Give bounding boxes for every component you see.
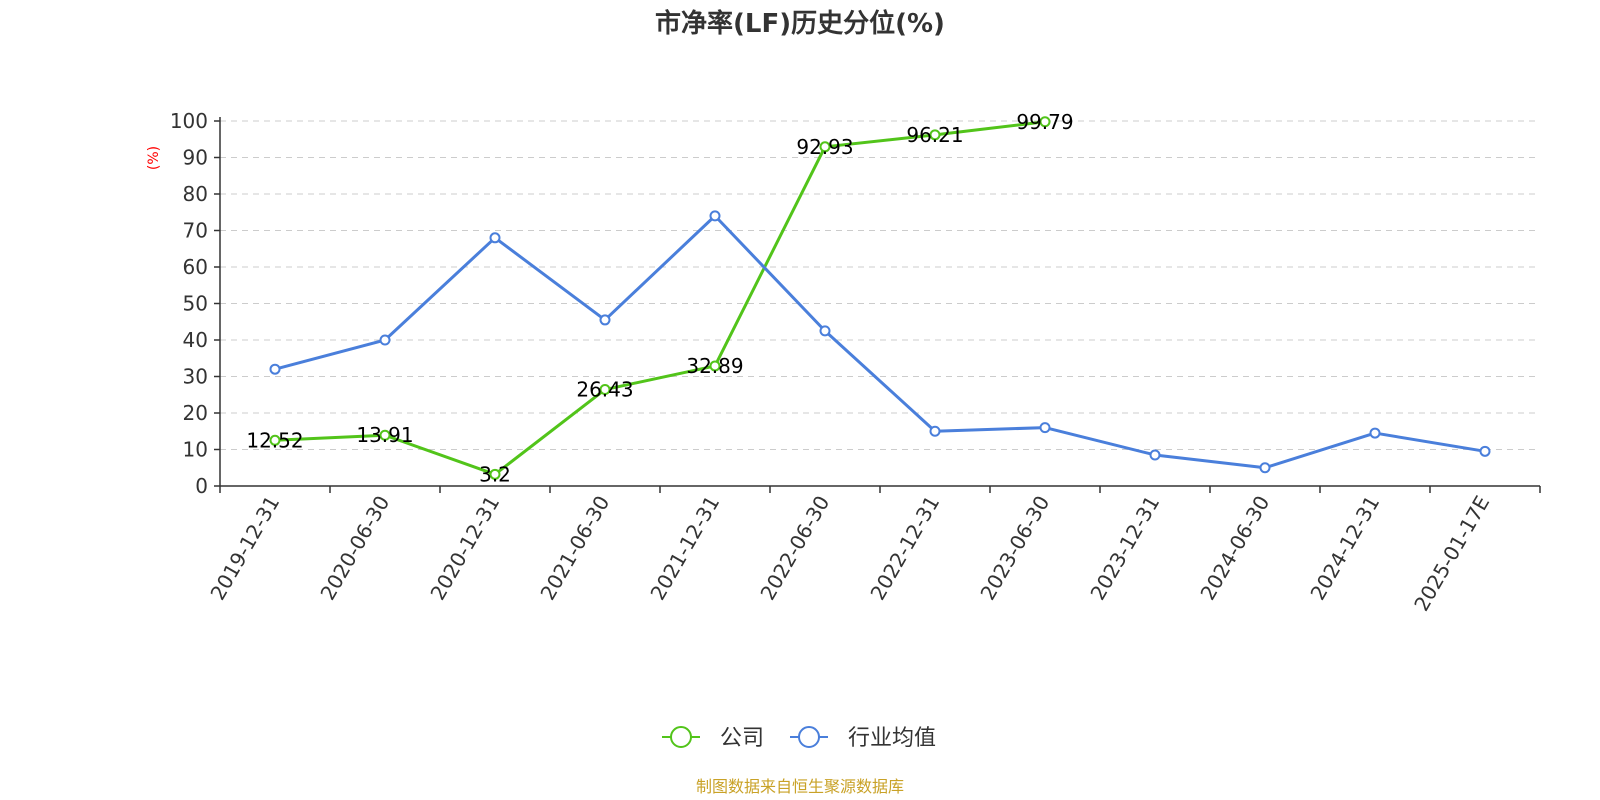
data-point-s0-2 xyxy=(489,468,501,480)
chart-title: 市净率(LF)历史分位(%) xyxy=(655,8,945,39)
x-tick-label: 2022-12-31 xyxy=(865,492,944,605)
data-point-s1-11 xyxy=(1479,445,1491,457)
data-point-s1-4 xyxy=(709,210,721,222)
y-tick-label: 30 xyxy=(183,365,208,389)
y-tick-label: 80 xyxy=(183,182,208,206)
x-tick-label: 2023-06-30 xyxy=(975,492,1054,605)
x-tick-label: 2021-12-31 xyxy=(645,492,724,605)
x-tick-label: 2024-12-31 xyxy=(1305,492,1384,605)
data-point-s0-4 xyxy=(709,360,721,372)
data-point-s1-2 xyxy=(489,232,501,244)
legend-label-industry: 行业均值 xyxy=(848,726,936,751)
data-point-s1-0 xyxy=(269,363,281,375)
data-label: 92.93 xyxy=(796,135,853,159)
series-lines xyxy=(269,116,1491,480)
data-point-s1-7 xyxy=(1039,422,1051,434)
data-label: 3.2 xyxy=(479,462,511,486)
y-tick-label: 70 xyxy=(183,219,208,243)
y-tick-label: 100 xyxy=(170,109,208,133)
legend: 公司 行业均值 xyxy=(662,726,936,751)
legend-label-company: 公司 xyxy=(720,726,764,751)
y-tick-label: 40 xyxy=(183,328,208,352)
axes: 0 10 20 30 40 50 60 70 80 90 100 2019-12-31 2020-06-… xyxy=(170,109,1541,616)
data-label: 96.21 xyxy=(906,123,963,147)
grid-lines xyxy=(220,120,1540,450)
y-tick-label: 90 xyxy=(183,146,208,170)
y-tick-label: 20 xyxy=(183,401,208,425)
data-point-s0-0 xyxy=(269,434,281,446)
y-tick-label: 50 xyxy=(183,292,208,316)
data-point-s1-10 xyxy=(1369,427,1381,439)
data-point-s0-6 xyxy=(929,129,941,141)
data-label: 32.89 xyxy=(686,354,743,378)
x-tick-label: 2019-12-31 xyxy=(205,492,284,605)
x-tick-label: 2020-12-31 xyxy=(425,492,504,605)
data-label: 12.52 xyxy=(246,428,303,452)
data-point-s0-5 xyxy=(819,141,831,153)
data-label: 26.43 xyxy=(576,378,633,402)
data-point-s0-3 xyxy=(599,384,611,396)
data-point-s1-5 xyxy=(819,325,831,337)
legend-marker-company xyxy=(670,726,692,748)
data-point-s1-9 xyxy=(1259,462,1271,474)
x-tick-label: 2022-06-30 xyxy=(755,492,834,605)
x-tick-label: 2021-06-30 xyxy=(535,492,614,605)
data-point-s1-8 xyxy=(1149,449,1161,461)
data-point-s1-1 xyxy=(379,334,391,346)
data-point-s1-6 xyxy=(929,425,941,437)
legend-marker-industry xyxy=(798,726,820,748)
series-line-0 xyxy=(274,120,1046,476)
data-point-s0-1 xyxy=(379,429,391,441)
y-tick-label: 10 xyxy=(183,438,208,462)
y-tick-label: 60 xyxy=(183,255,208,279)
data-label: 13.91 xyxy=(356,423,413,447)
x-tick-label: 2020-06-30 xyxy=(315,492,394,605)
data-labels: 12.52 13.91 3.2 26.43 32.89 92.93 96.21 99.79 xyxy=(246,110,1073,487)
x-tick-label: 2024-06-30 xyxy=(1195,492,1274,605)
series-line-1 xyxy=(274,214,1486,470)
data-point-s1-3 xyxy=(599,314,611,326)
x-tick-label: 2025-01-17E xyxy=(1409,492,1494,616)
x-tick-label: 2023-12-31 xyxy=(1085,492,1164,605)
data-source-note: 制图数据来自恒生聚源数据库 xyxy=(696,777,904,796)
data-point-s0-7 xyxy=(1039,116,1051,128)
data-label: 99.79 xyxy=(1016,110,1073,134)
y-axis-unit: (%) xyxy=(146,146,162,170)
y-tick-label: 0 xyxy=(195,474,208,498)
